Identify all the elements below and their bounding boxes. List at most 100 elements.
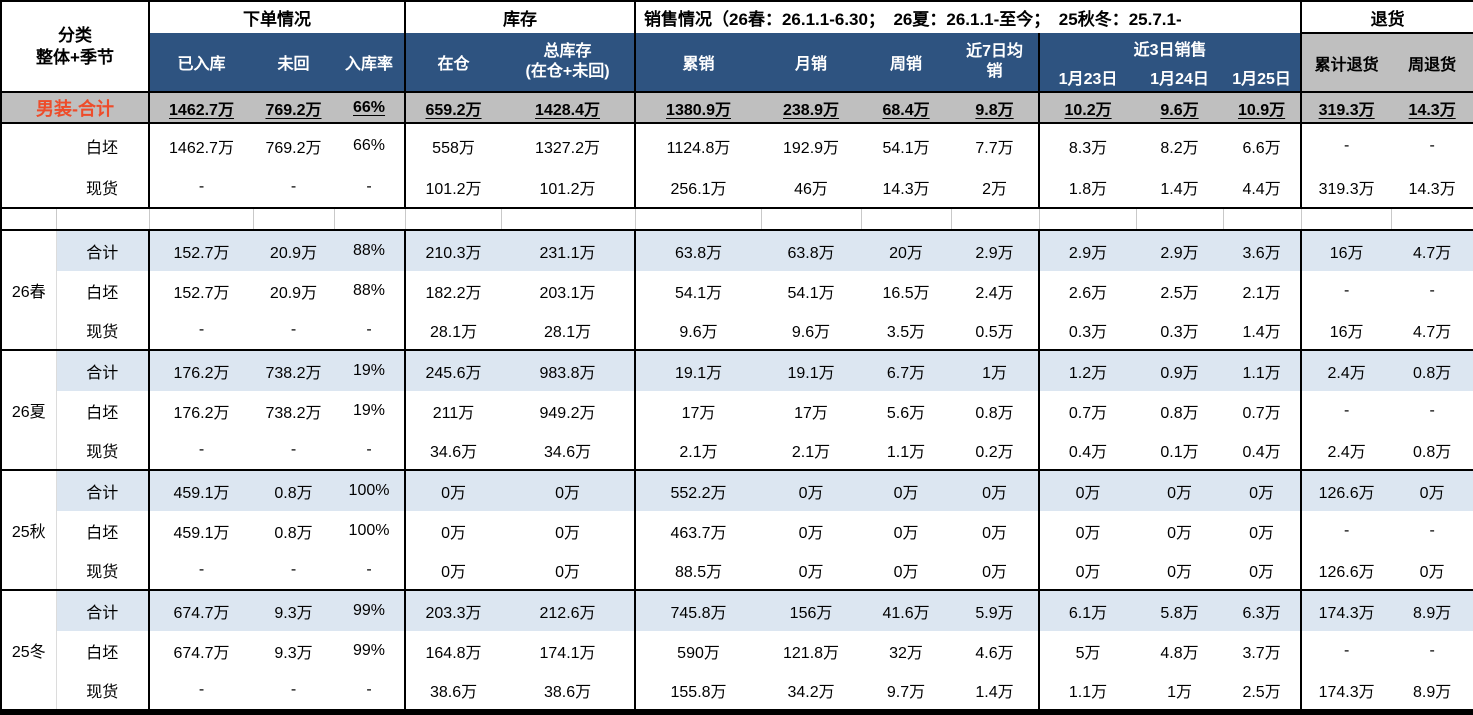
value-cell: 152.7万 [148, 229, 253, 271]
value-cell: 41.6万 [861, 589, 952, 631]
value-cell: 152.7万 [148, 271, 253, 310]
value-cell: 0万 [404, 550, 502, 590]
value-cell: 10.2万 [1038, 91, 1137, 124]
value-cell: 211万 [404, 391, 502, 430]
value-cell: 210.3万 [404, 229, 502, 271]
value-cell: 0.4万 [1242, 443, 1281, 461]
value-cell: 0万 [798, 563, 824, 581]
season-row: 白坯 152.7万 20.9万 88% 182.2万 203.1万 54.1万 54.1万 16… [1, 271, 1473, 310]
value-cell: 32万 [889, 644, 923, 662]
value-cell: 38.6万 [543, 683, 592, 701]
returns-group-header: 退货 [1300, 1, 1473, 33]
value-cell: 4.4万 [1223, 167, 1302, 209]
value-cell: 0万 [893, 563, 919, 581]
table-body: 男装-合计 1462.7万 769.2万 66% 659.2万 1428.4万 1380.9… [1, 91, 1473, 712]
value-cell: 0万 [798, 524, 824, 542]
col-header-received: 已入库 [148, 33, 253, 92]
value-cell: 1428.4万 [501, 91, 636, 124]
value-cell: 674.7万 [148, 589, 253, 631]
value-cell: 674.7万 [148, 631, 253, 670]
separator-cell [55, 208, 149, 230]
value-cell: 0万 [555, 563, 580, 581]
value-cell: 0.8万 [253, 469, 334, 511]
value-cell: 14.3万 [1391, 91, 1473, 124]
value-cell: 2.1万 [791, 443, 831, 461]
value-cell: 0万 [1167, 524, 1192, 542]
separator-cell [1390, 208, 1473, 230]
value-cell: - [1300, 631, 1392, 670]
value-cell: 16.5万 [882, 284, 930, 302]
value-cell: - [1300, 511, 1392, 550]
value-cell: 0.1万 [1160, 443, 1199, 461]
value-cell: 3.6万 [1223, 229, 1302, 271]
season-row: 现货 - - -34.6万 34.6万 2.1万 2.1万 1.1万 0.2万 0.4万 0.1万 0… [1, 430, 1473, 470]
season-row: 25冬 合计 674.7万 9.3万 99% 203.3万 212.6万 745.8万 156万… [1, 589, 1473, 712]
value-cell: - [1300, 123, 1392, 167]
col-header-weekly-sales: 周销 [861, 33, 952, 92]
row-label: 现货 [55, 430, 149, 470]
value-cell: 1.4万 [1242, 323, 1281, 341]
value-cell: 9.6万 [634, 310, 762, 350]
value-cell: 88% [334, 229, 406, 271]
order-status-group-header: 下单情况 [147, 1, 406, 33]
value-cell: 2.4万 [975, 284, 1014, 302]
value-cell: 5.9万 [951, 589, 1040, 631]
value-cell: 19.1万 [634, 349, 762, 391]
value-cell: 4.6万 [975, 644, 1014, 662]
separator-row [1, 208, 1473, 230]
season-label: 26夏 [1, 349, 56, 470]
value-cell: 0.8万 [1160, 404, 1199, 422]
value-cell: 101.2万 [501, 167, 636, 209]
col-header-jan24: 1月24日 [1136, 62, 1224, 92]
value-cell: 659.2万 [404, 91, 502, 124]
value-cell: 1.4万 [1136, 167, 1224, 209]
value-cell: 19.1万 [761, 349, 862, 391]
season-row: 白坯 459.1万 0.8万 100% 0万 0万 463.7万 0万 0万 0万 0万 0万 0万 - - [1, 511, 1473, 550]
value-cell: 34.2万 [787, 683, 835, 701]
value-cell: - [1429, 521, 1435, 539]
row-label: 白坯 [55, 631, 149, 670]
col-header-total-stock: 总库存 (在仓+未回) [501, 33, 636, 92]
season-row: 26夏 合计 176.2万 738.2万 19% 245.6万 983.8万 19.1万 19.… [1, 349, 1473, 470]
value-cell: 9.3万 [274, 644, 313, 662]
value-cell: - [253, 167, 334, 209]
value-cell: 0万 [982, 563, 1007, 581]
value-cell: 0.7万 [1038, 391, 1137, 430]
col-header-not-returned: 未回 [253, 33, 334, 92]
value-cell: 174.3万 [1300, 589, 1392, 631]
value-cell: 66% [353, 136, 386, 154]
value-cell: 552.2万 [634, 469, 762, 511]
value-cell: - [148, 550, 253, 590]
value-cell: - [148, 167, 253, 209]
value-cell: 0万 [1419, 563, 1445, 581]
value-cell: 0万 [404, 469, 502, 511]
row-label: 现货 [55, 550, 149, 590]
value-cell: 5.8万 [1136, 589, 1224, 631]
value-cell: 68.4万 [861, 91, 952, 124]
value-cell: 1万 [951, 349, 1040, 391]
value-cell: 8.3万 [1038, 123, 1137, 167]
value-cell: 176.2万 [148, 391, 253, 430]
value-cell: 0万 [1223, 469, 1302, 511]
value-cell: 0.2万 [975, 443, 1014, 461]
value-cell: 1.8万 [1038, 167, 1137, 209]
value-cell: - [1429, 281, 1435, 299]
value-cell: 101.2万 [404, 167, 502, 209]
overall-sub-row: 白坯 1462.7万 769.2万 66% 558万 1327.2万 1124.8万 192.… [1, 123, 1473, 167]
value-cell: 16万 [1300, 229, 1392, 271]
value-cell: 1124.8万 [634, 123, 762, 167]
value-cell: 17万 [794, 404, 828, 422]
value-cell: - [366, 440, 372, 458]
value-cell: 2.6万 [1038, 271, 1137, 310]
value-cell: 164.8万 [404, 631, 502, 670]
season-row: 现货 - - -28.1万 28.1万 9.6万 9.6万 3.5万 0.5万 0.3万 0.3万 1… [1, 310, 1473, 350]
value-cell: 126.6万 [1300, 550, 1392, 590]
value-cell: 0万 [893, 524, 919, 542]
value-cell: 319.3万 [1300, 91, 1392, 124]
value-cell: 0万 [1249, 563, 1275, 581]
value-cell: 63.8万 [761, 229, 862, 271]
season-label: 26春 [1, 229, 56, 350]
value-cell: 0.8万 [975, 404, 1014, 422]
value-cell: 0万 [1038, 550, 1137, 590]
separator-cell [1, 208, 56, 230]
